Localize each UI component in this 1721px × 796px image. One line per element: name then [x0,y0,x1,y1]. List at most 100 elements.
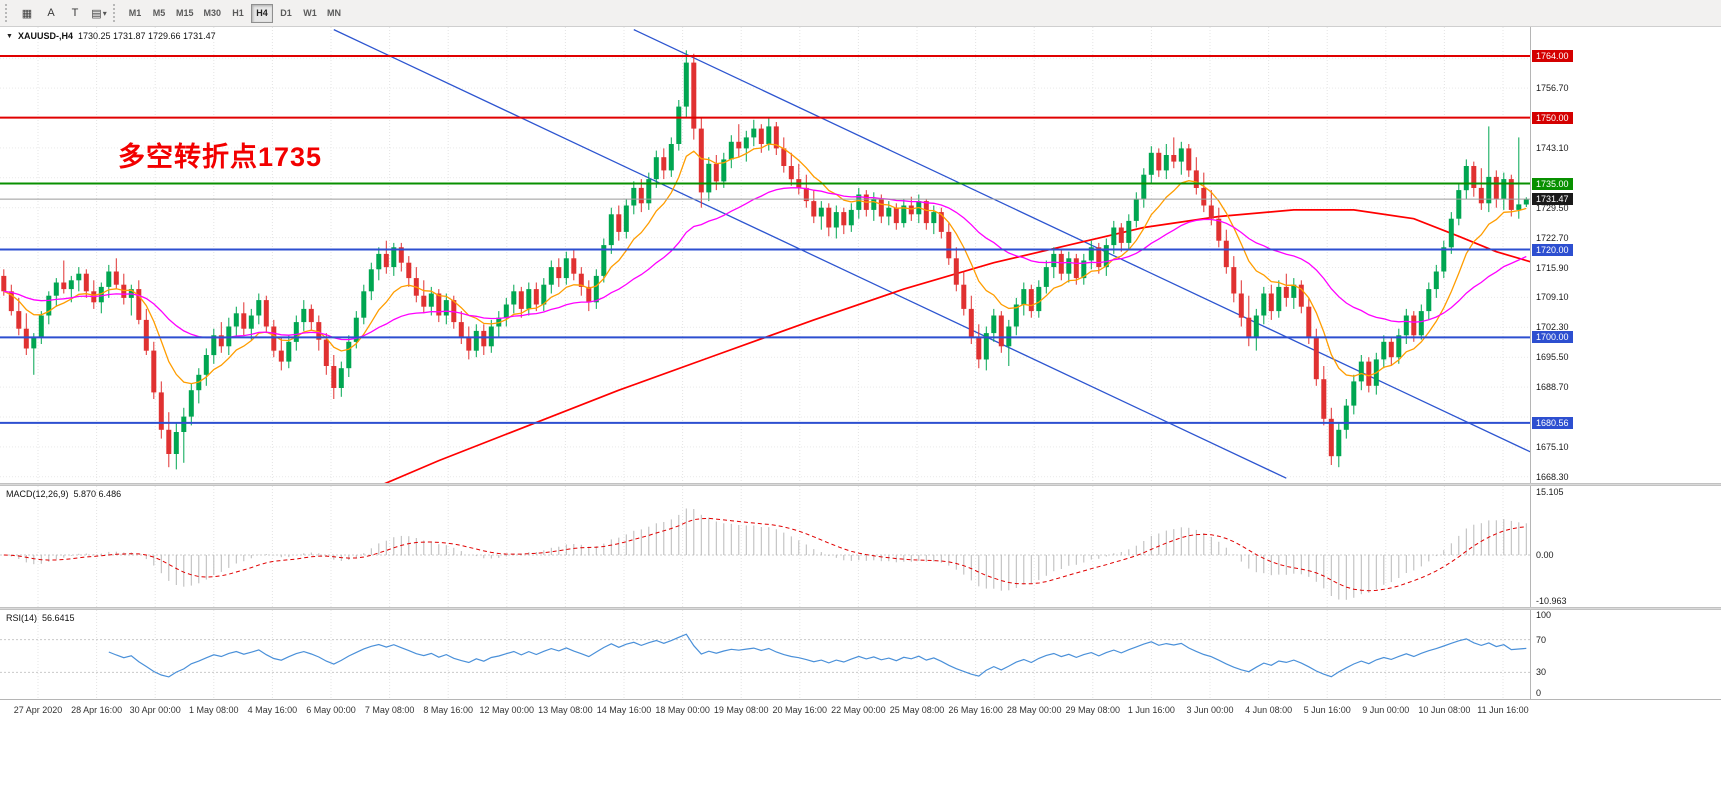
rsi-label: RSI(14) [6,613,38,623]
price-tick: 1729.50 [1536,202,1569,213]
timeframe-button-h4[interactable]: H4 [251,3,274,23]
price-badge-1731.47: 1731.47 [1532,193,1573,206]
price-panel: ▼ XAUUSD-,H4 1730.25 1731.87 1729.66 173… [0,27,1721,483]
price-tick: 1709.10 [1536,292,1569,303]
time-label: 20 May 16:00 [772,705,828,715]
caret-down-icon: ▾ [102,8,107,18]
timeframe-button-m30[interactable]: M30 [203,8,222,18]
rsi-panel: RSI(14) 56.6415 100 70 30 0 [0,610,1721,699]
template-tool-icon: T [71,7,79,19]
chart-toolbar: ▦ A T ▤ ▾ M1 M5 M15 M30 H1 H4 D1 W1 MN [0,0,1721,27]
price-badge-1750.00: 1750.00 [1532,111,1573,124]
time-label: 19 May 08:00 [713,705,769,715]
text-tool-icon: A [47,7,55,19]
macd-chart[interactable] [0,486,1530,607]
rsi-label-row: RSI(14) 56.6415 [6,613,75,623]
time-label: 18 May 00:00 [655,705,710,715]
candlestick-chart[interactable] [0,27,1530,483]
ma-fast-orange[interactable] [3,143,1527,385]
price-badge-1680.56: 1680.56 [1532,416,1573,429]
price-tick: 1688.70 [1536,382,1569,393]
time-label: 5 Jun 16:00 [1303,705,1351,715]
price-chart-surface[interactable] [0,27,1531,483]
chart-tool-button[interactable]: ▦ [16,2,38,24]
time-label: 13 May 08:00 [538,705,593,715]
time-label: 3 Jun 00:00 [1186,705,1234,715]
timeframe-button-m15[interactable]: M15 [176,8,194,18]
time-label: 14 May 16:00 [596,705,652,715]
text-tool-button[interactable]: A [40,2,62,24]
rsi-tick: 30 [1536,667,1547,678]
time-label: 11 Jun 16:00 [1477,705,1529,715]
price-tick: 1722.70 [1536,232,1569,243]
toolbar-grip-2[interactable] [113,4,119,22]
time-label: 29 May 08:00 [1065,705,1121,715]
rsi-tick: 100 [1536,610,1552,620]
macd-label: MACD(12,26,9) [6,489,69,499]
ma-slow-red[interactable] [356,209,1530,483]
palette-tool-icon: ▤ [91,7,102,20]
macd-signal-line [3,517,1527,592]
ohlc-values: 1730.25 1731.87 1729.66 1731.47 [77,31,216,41]
rsi-line [108,633,1527,678]
toolbar-grip[interactable] [5,4,11,22]
timeframe-button-m1[interactable]: M1 [128,8,142,18]
template-tool-button[interactable]: T [64,2,86,24]
rsi-axis[interactable]: 100 70 30 0 [1531,610,1721,699]
price-badge-1764.00: 1764.00 [1532,50,1573,63]
collapse-icon[interactable]: ▼ [6,32,13,40]
chart-header: ▼ XAUUSD-,H4 1730.25 1731.87 1729.66 173… [6,31,216,41]
palette-tool-button[interactable]: ▤ ▾ [88,2,110,24]
macd-values: 5.870 6.486 [73,489,122,499]
symbol-label: XAUUSD-,H4 [17,31,73,41]
timeframe-button-mn[interactable]: MN [327,8,342,18]
rsi-chart[interactable] [0,610,1530,699]
rsi-tick: 70 [1536,634,1547,645]
macd-label-row: MACD(12,26,9) 5.870 6.486 [6,489,121,499]
rsi-chart-surface[interactable] [0,610,1531,699]
time-label: 8 May 16:00 [423,705,473,715]
price-tick: 1715.90 [1536,262,1569,273]
time-label: 30 Apr 00:00 [129,705,181,715]
chart-tool-icon: ▦ [21,7,33,20]
rsi-tick: 0 [1536,688,1542,698]
time-label: 25 May 08:00 [889,705,945,715]
timeframe-button-h1[interactable]: H1 [232,8,244,18]
time-label: 10 Jun 08:00 [1418,705,1471,715]
time-label: 6 May 00:00 [306,705,356,715]
panel-splitter-1[interactable] [0,483,1721,486]
trendline-1[interactable] [333,29,1287,479]
price-tick: 1675.10 [1536,441,1569,452]
macd-tick: 0.00 [1536,550,1554,560]
time-label: 1 Jun 16:00 [1127,705,1175,715]
price-tick: 1702.30 [1536,322,1569,333]
time-label: 9 Jun 00:00 [1362,705,1410,715]
time-label: 4 Jun 08:00 [1245,705,1293,715]
macd-chart-surface[interactable] [0,486,1531,607]
timeframe-button-d1[interactable]: D1 [280,8,292,18]
price-tick: 1695.50 [1536,352,1569,363]
timeframe-button-m5[interactable]: M5 [152,8,166,18]
price-badge-1700.00: 1700.00 [1532,331,1573,344]
rsi-value: 56.6415 [42,613,75,623]
panel-splitter-2[interactable] [0,607,1721,610]
price-badge-1735.00: 1735.00 [1532,177,1573,190]
time-axis[interactable]: 27 Apr 2020 28 Apr 16:00 30 Apr 00:00 1 May… [0,699,1721,723]
macd-axis[interactable]: 15.105 0.00 -10.963 [1531,486,1721,607]
price-tick: 1756.70 [1536,83,1569,94]
time-label: 26 May 16:00 [948,705,1003,715]
price-badge-1720.00: 1720.00 [1532,243,1573,256]
time-label: 1 May 08:00 [189,705,239,715]
time-label: 28 Apr 16:00 [71,705,123,715]
time-label: 7 May 08:00 [364,705,415,715]
price-tick: 1743.10 [1536,142,1569,153]
price-axis[interactable]: 1756.70 1743.10 1729.50 1722.70 1715.90 1709.… [1531,27,1721,483]
price-tick: 1668.30 [1536,471,1569,482]
text-annotation[interactable]: 多空转折点1735 [118,142,323,172]
macd-tick: -10.963 [1536,595,1567,606]
timeframe-button-w1[interactable]: W1 [303,8,317,18]
time-label: 27 Apr 2020 [13,705,63,715]
time-label: 4 May 16:00 [247,705,298,715]
time-label: 28 May 00:00 [1006,705,1062,715]
